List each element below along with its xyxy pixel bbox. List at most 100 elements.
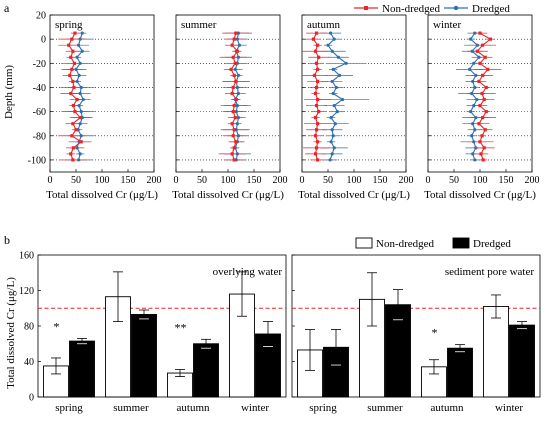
category-label: spring xyxy=(55,402,83,414)
non-dredged-point xyxy=(232,146,236,150)
non-dredged-point xyxy=(71,158,75,162)
subplot-b-1: sediment pore water spring summer autumn * wi… xyxy=(291,254,541,414)
non-dredged-bar xyxy=(43,365,69,398)
non-dredged-point xyxy=(71,146,75,150)
non-dredged-point xyxy=(483,55,487,59)
non-dredged-point xyxy=(71,79,75,84)
panel-b-legend: Non-dredged Dredged xyxy=(355,237,511,250)
x-tick-label: 150 xyxy=(373,175,388,186)
non-dredged-point xyxy=(478,31,482,35)
dredged-point xyxy=(75,55,79,59)
y-tick-label-b: 160 xyxy=(19,251,34,262)
subplot-a-winter: 0 50 100 150 200 winter Total dissolved Cr (μg… xyxy=(424,14,540,201)
non-dredged-point xyxy=(74,128,78,132)
non-dredged-point xyxy=(234,97,238,102)
x-axis-label: Total dissolved Cr (μg/L) xyxy=(172,189,284,201)
dredged-point xyxy=(78,152,82,156)
subplot-a-summer: 0 50 100 150 200 summer Total dissolved Cr (μg… xyxy=(172,14,288,201)
non-dredged-point xyxy=(316,122,320,126)
non-dredged-point xyxy=(230,152,234,156)
dredged-point xyxy=(77,73,81,77)
x-tick-label: 100 xyxy=(221,175,236,186)
non-dredged-point xyxy=(475,49,479,53)
subplot-title: sediment pore water xyxy=(445,266,535,278)
season-title: spring xyxy=(55,19,83,31)
x-tick-label: 50 xyxy=(71,175,81,186)
y-tick-label-a: -40 xyxy=(33,83,46,94)
non-dredged-point xyxy=(481,158,485,162)
x-tick-label: 0 xyxy=(174,175,179,186)
x-tick-label: 0 xyxy=(48,175,53,186)
season-title: winter xyxy=(433,19,461,31)
non-dredged-line xyxy=(312,32,320,161)
non-dredged-point xyxy=(314,128,319,132)
dredged-point xyxy=(77,103,81,108)
non-dredged-point xyxy=(313,152,318,156)
non-dredged-point xyxy=(231,55,235,59)
panel-b-label: b xyxy=(4,233,10,247)
category-label: winter xyxy=(495,402,523,414)
non-dredged-point xyxy=(72,61,77,65)
x-tick-label: 150 xyxy=(499,175,514,186)
dredged-bar xyxy=(193,343,219,398)
dredged-point xyxy=(329,31,333,35)
non-dredged-point xyxy=(314,61,319,65)
y-tick-label-a: 0 xyxy=(41,35,46,46)
dredged-point xyxy=(340,97,345,102)
non-dredged-point xyxy=(484,85,488,90)
x-tick-label: 0 xyxy=(426,175,431,186)
dredged-point xyxy=(331,91,335,96)
dredged-line xyxy=(327,32,348,161)
category-label: autumn xyxy=(177,402,210,414)
non-dredged-point xyxy=(316,158,320,162)
x-tick-label: 50 xyxy=(323,175,333,186)
non-dredged-point xyxy=(234,79,238,84)
dredged-point xyxy=(330,152,334,156)
dredged-point xyxy=(330,79,334,84)
non-dredged-point xyxy=(313,134,318,138)
non-dredged-point xyxy=(233,61,237,65)
dredged-point xyxy=(468,67,472,71)
non-dredged-point xyxy=(313,49,318,53)
dredged-point xyxy=(330,49,334,53)
panel-a-legend: Non-dredged Dredged xyxy=(354,3,510,15)
y-tick-label-b: 80 xyxy=(24,322,34,333)
non-dredged-point xyxy=(316,79,320,84)
x-tick-label: 150 xyxy=(121,175,136,186)
x-tick-label: 50 xyxy=(197,175,207,186)
non-dredged-point xyxy=(79,140,83,144)
non-dredged-point xyxy=(313,91,318,96)
dredged-point xyxy=(472,61,476,65)
x-tick-label: 200 xyxy=(147,175,162,186)
panel-b: b Total dissolved Cr (μg/L) Non-dredged D… xyxy=(4,233,541,414)
significance-mark: * xyxy=(432,326,438,340)
dredged-point xyxy=(332,103,336,108)
non-dredged-point xyxy=(73,110,77,114)
dredged-point xyxy=(473,158,477,162)
dredged-point xyxy=(469,37,473,41)
y-tick-label-b: 40 xyxy=(24,357,34,368)
legend-dredged-swatch xyxy=(452,237,470,249)
legend-non-dredged-label: Non-dredged xyxy=(382,3,441,15)
dredged-point xyxy=(471,152,475,156)
non-dredged-point xyxy=(488,37,492,41)
non-dredged-point xyxy=(316,67,320,71)
non-dredged-point xyxy=(316,140,320,144)
panel-a-y-axis-label: Depth (mm) xyxy=(3,65,15,119)
non-dredged-point xyxy=(231,134,235,138)
non-dredged-point xyxy=(311,37,316,41)
category-label: spring xyxy=(309,402,337,414)
non-dredged-point xyxy=(482,97,486,102)
non-dredged-point xyxy=(486,67,490,71)
season-title: summer xyxy=(181,19,217,31)
non-dredged-point xyxy=(232,103,236,108)
non-dredged-point xyxy=(316,43,320,47)
non-dredged-point xyxy=(483,128,487,132)
legend-non-dredged-swatch xyxy=(355,237,373,249)
non-dredged-point xyxy=(69,152,73,156)
dredged-point xyxy=(235,122,239,126)
y-tick-label-a: -100 xyxy=(28,155,46,166)
legend-dredged-label: Dredged xyxy=(472,3,510,15)
y-tick-label-b: 0 xyxy=(29,393,34,404)
